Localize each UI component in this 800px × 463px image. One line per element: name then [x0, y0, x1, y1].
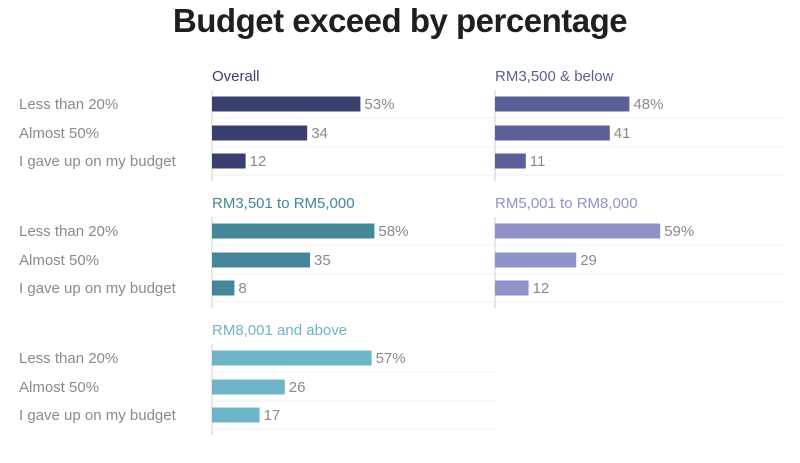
category-label: Almost 50%: [19, 125, 99, 142]
value-label: 41: [614, 125, 631, 142]
value-label: 34: [311, 125, 328, 142]
value-label: 48%: [633, 96, 663, 113]
value-label: 12: [533, 280, 550, 297]
category-label: Less than 20%: [19, 350, 118, 367]
category-label: Almost 50%: [19, 252, 99, 269]
category-label: Almost 50%: [19, 379, 99, 396]
value-label: 53%: [364, 96, 394, 113]
category-label: I gave up on my budget: [19, 407, 177, 424]
bar: [212, 223, 375, 239]
bar: [212, 252, 310, 268]
bar: [212, 125, 308, 141]
panel-title: RM3,501 to RM5,000: [212, 195, 355, 212]
bar: [495, 280, 529, 296]
panel-title: RM5,001 to RM8,000: [495, 195, 638, 212]
category-label: Less than 20%: [19, 96, 118, 113]
value-label: 59%: [664, 223, 694, 240]
bar: [212, 280, 235, 296]
bar: [212, 96, 361, 112]
category-label: I gave up on my budget: [19, 280, 177, 297]
category-label: Less than 20%: [19, 223, 118, 240]
bar: [495, 125, 610, 141]
value-label: 8: [238, 280, 246, 297]
bar: [212, 407, 260, 423]
bar: [495, 252, 577, 268]
value-label: 35: [314, 252, 331, 269]
category-label: I gave up on my budget: [19, 153, 177, 170]
value-label: 58%: [378, 223, 408, 240]
value-label: 57%: [376, 350, 406, 367]
value-label: 26: [289, 379, 306, 396]
bar: [495, 223, 661, 239]
panel-title: Overall: [212, 68, 260, 85]
chart-title: Budget exceed by percentage: [172, 2, 628, 39]
panel-title: RM3,500 & below: [495, 68, 614, 85]
value-label: 11: [530, 153, 546, 170]
bar: [212, 379, 285, 395]
value-label: 29: [580, 252, 597, 269]
value-label: 17: [264, 407, 281, 424]
bar: [495, 153, 526, 169]
bar: [212, 153, 246, 169]
bar: [212, 350, 372, 366]
panel-title: RM8,001 and above: [212, 322, 347, 339]
bar: [495, 96, 630, 112]
value-label: 12: [250, 153, 267, 170]
